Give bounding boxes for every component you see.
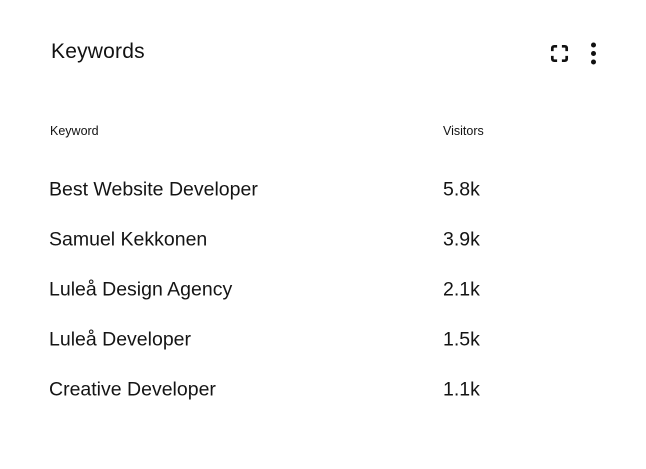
table-body: Best Website Developer 5.8k Samuel Kekko…	[0, 165, 646, 415]
visitors-cell: 1.1k	[443, 378, 480, 401]
visitors-cell: 2.1k	[443, 278, 480, 301]
keyword-cell: Best Website Developer	[49, 178, 258, 201]
card-title: Keywords	[51, 40, 145, 63]
keyword-cell: Luleå Design Agency	[49, 278, 233, 301]
table-row[interactable]: Best Website Developer 5.8k	[0, 165, 646, 215]
visitors-cell: 3.9k	[443, 228, 480, 251]
fullscreen-icon	[550, 44, 569, 63]
table-row[interactable]: Luleå Developer 1.5k	[0, 315, 646, 365]
table-row[interactable]: Samuel Kekkonen 3.9k	[0, 215, 646, 265]
keyword-cell: Samuel Kekkonen	[49, 228, 208, 251]
column-header-keyword: Keyword	[50, 124, 99, 138]
visitors-cell: 5.8k	[443, 178, 480, 201]
fullscreen-button[interactable]	[545, 39, 574, 68]
keyword-cell: Creative Developer	[49, 378, 216, 401]
table-row[interactable]: Luleå Design Agency 2.1k	[0, 265, 646, 315]
table-row[interactable]: Creative Developer 1.1k	[0, 365, 646, 415]
more-options-button[interactable]	[582, 39, 604, 68]
column-header-visitors: Visitors	[443, 124, 484, 138]
kebab-menu-icon	[590, 42, 596, 65]
keyword-cell: Luleå Developer	[49, 328, 192, 351]
visitors-cell: 1.5k	[443, 328, 480, 351]
